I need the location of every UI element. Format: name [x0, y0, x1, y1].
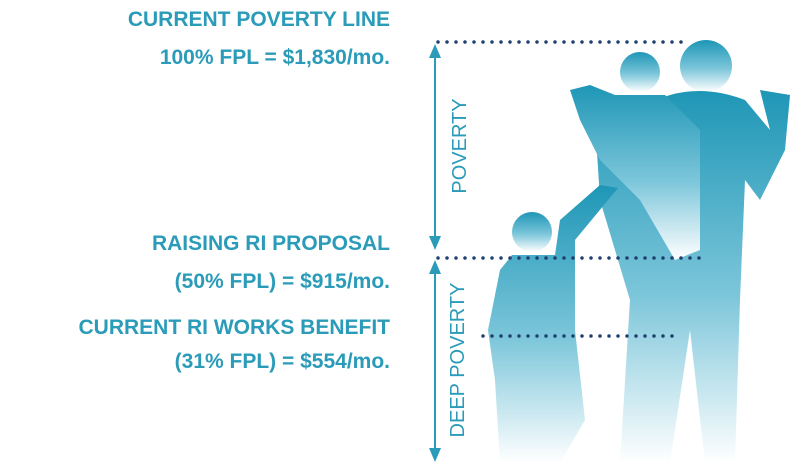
figure: POVERTY DEEP POVERTY: [0, 0, 796, 463]
family-silhouette: [488, 40, 790, 463]
infographic: CURRENT POVERTY LINE 100% FPL = $1,830/m…: [0, 0, 796, 463]
band-label: DEEP POVERTY: [447, 283, 469, 438]
band-label: POVERTY: [449, 98, 471, 193]
arrows: [429, 44, 441, 462]
